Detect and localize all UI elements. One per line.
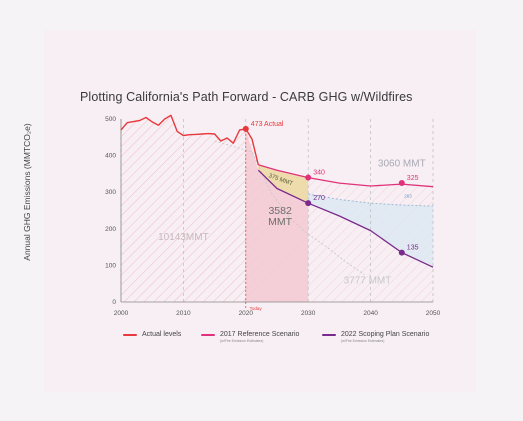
gap-band (258, 164, 309, 204)
y-tick-label: 200 (105, 226, 116, 233)
today-label: Today (250, 306, 263, 311)
data-point (305, 200, 312, 207)
chart-title: Plotting California's Path Forward - CAR… (80, 90, 413, 104)
data-point (398, 249, 405, 256)
legend-label: 2022 Scoping Plan Scenario (341, 331, 430, 338)
legend-item-reference: 2017 Reference Scenario (w/Fire Emission… (201, 331, 299, 343)
legend-label: Actual levels (142, 331, 182, 338)
legend-item-scoping: 2022 Scoping Plan Scenario (w/Fire Emiss… (322, 331, 429, 343)
today-region (245, 129, 309, 302)
data-point (242, 125, 249, 132)
y-tick-label: 300 (105, 189, 116, 196)
data-label: 340 (313, 170, 325, 177)
area-label: 3582 (268, 205, 292, 217)
area-label: MMT (268, 216, 292, 228)
x-tick-label: 2050 (426, 310, 441, 317)
x-tick-label: 2010 (176, 310, 191, 317)
area-label: 10143MMT (158, 232, 209, 243)
y-tick-label: 100 (105, 262, 116, 269)
legend-sublabel: (w/Fire Emission Estimates) (220, 339, 264, 343)
x-tick-label: 2040 (363, 310, 378, 317)
x-tick-label: 2000 (114, 310, 129, 317)
y-tick-label: 400 (105, 153, 116, 160)
legend: Actual levels 2017 Reference Scenario (w… (0, 331, 523, 351)
series-line (214, 140, 365, 275)
data-label: 473 Actual (251, 121, 284, 128)
actual-area (121, 115, 259, 302)
data-label: 325 (407, 175, 419, 182)
legend-label: 2017 Reference Scenario (220, 331, 300, 338)
data-point (398, 180, 405, 187)
data-label: 135 (407, 245, 419, 252)
x-tick-label: 2030 (301, 310, 316, 317)
y-tick-label: 0 (112, 299, 116, 306)
legend-sublabel: (w/Fire Emission Estimates) (341, 339, 385, 343)
area-label: 3777 MMT (344, 276, 392, 287)
legend-swatch (123, 334, 137, 336)
data-point (305, 174, 312, 181)
series-line (308, 193, 434, 207)
area-label: 3060 MMT (378, 159, 426, 170)
legend-swatch (201, 334, 215, 336)
legend-swatch (322, 334, 336, 336)
y-tick-label: 500 (105, 116, 116, 123)
x-tick-label: 2020 (239, 310, 254, 317)
legend-item-actual: Actual levels (123, 331, 181, 338)
area-label: 263 (404, 194, 412, 199)
series-line (120, 114, 259, 165)
data-label: 270 (313, 195, 325, 202)
